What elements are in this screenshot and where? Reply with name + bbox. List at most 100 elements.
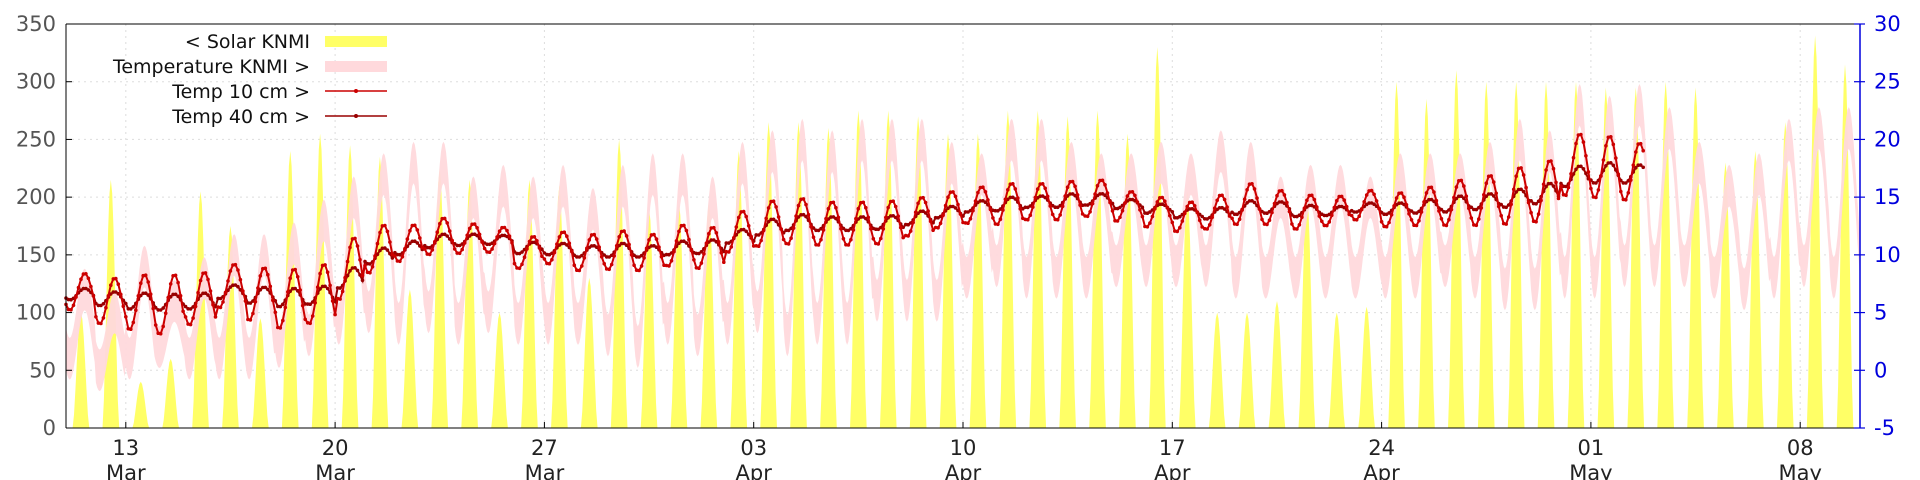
temp-40cm-point: [266, 287, 270, 292]
temp-10cm-point: [938, 221, 943, 226]
temp-10cm-point: [727, 250, 731, 254]
temp-10cm-point: [1252, 187, 1257, 191]
temp-10cm-point: [492, 241, 497, 246]
temp-40cm-point: [1372, 202, 1376, 206]
legend-label-temp-40cm: Temp 40 cm >: [171, 106, 310, 128]
right-tick-label: 30: [1874, 12, 1901, 36]
temp-10cm-point: [1237, 217, 1242, 221]
left-tick-label: 250: [16, 127, 56, 151]
temp-10cm-point: [1255, 196, 1259, 200]
temp-10cm-point: [629, 252, 634, 257]
temp-10cm-point: [89, 284, 93, 289]
x-tick-label-day: 01: [1578, 436, 1605, 460]
temp-10cm-point: [119, 292, 123, 297]
temp-10cm-point: [854, 216, 858, 221]
temp-10cm-point: [1165, 206, 1170, 210]
temp-10cm-point: [779, 227, 783, 231]
temp-10cm-point: [1013, 187, 1018, 191]
temp-10cm-point: [741, 209, 746, 214]
temp-10cm-point: [717, 240, 721, 244]
temp-10cm-point: [966, 221, 970, 225]
right-tick-label: 25: [1874, 70, 1901, 94]
temp-10cm-point: [1619, 189, 1623, 194]
x-tick-label-month: May: [1569, 461, 1612, 480]
temp-10cm-point: [719, 250, 724, 255]
temp-10cm-point: [243, 299, 248, 303]
temp-10cm-point: [771, 199, 776, 203]
temp-10cm-point: [647, 238, 651, 242]
temp-40cm-point: [1148, 210, 1152, 214]
legend-label-temp-10cm: Temp 10 cm >: [171, 81, 310, 103]
temp-40cm-point: [263, 285, 268, 290]
temp-10cm-point: [1509, 202, 1513, 207]
temp-10cm-point: [1469, 216, 1474, 220]
temp-10cm-point: [109, 283, 113, 288]
temp-10cm-point: [714, 231, 719, 235]
temp-10cm-point: [94, 315, 98, 319]
temp-10cm-point: [639, 264, 644, 268]
temp-40cm-point: [744, 229, 748, 234]
temp-10cm-point: [505, 228, 509, 233]
temp-40cm-point: [325, 286, 330, 291]
temp-10cm-point: [288, 276, 293, 281]
temp-10cm-point: [241, 289, 245, 293]
temp-10cm-point: [1579, 132, 1583, 137]
temp-10cm-point: [1045, 194, 1050, 199]
left-tick-label: 0: [43, 416, 56, 440]
temp-10cm-point: [271, 298, 275, 303]
temp-10cm-point: [1459, 178, 1464, 183]
temp-40cm-point: [968, 208, 973, 213]
temp-40cm-point: [86, 288, 91, 292]
temp-10cm-point: [946, 195, 950, 199]
temp-10cm-point: [1556, 196, 1561, 201]
temp-10cm-point: [734, 225, 739, 229]
temp-40cm-point: [368, 262, 372, 266]
temp-10cm-point: [101, 316, 106, 320]
left-tick-label: 300: [16, 70, 56, 94]
temp-10cm-point: [1183, 211, 1187, 216]
temp-10cm-point: [91, 294, 96, 298]
temp-10cm-point: [1150, 214, 1155, 219]
temp-10cm-point: [163, 311, 168, 316]
temp-10cm-point: [1462, 184, 1466, 188]
temp-10cm-point: [1629, 178, 1633, 182]
temp-10cm-point: [1479, 206, 1484, 210]
temp-40cm-point: [1459, 194, 1464, 198]
temp-10cm-point: [971, 208, 975, 213]
temp-40cm-point: [1140, 205, 1145, 209]
temp-10cm-point: [286, 290, 290, 294]
temp-10cm-point: [906, 234, 910, 238]
temp-40cm-point: [363, 259, 367, 264]
temp-40cm-point: [1230, 210, 1234, 215]
temp-40cm-point: [198, 293, 203, 298]
temp-10cm-point: [540, 254, 544, 258]
temp-10cm-point: [1275, 193, 1279, 198]
temp-10cm-point: [368, 270, 372, 275]
temp-10cm-point: [1192, 204, 1197, 208]
temp-10cm-point: [1207, 223, 1212, 227]
temp-10cm-point: [1584, 154, 1588, 158]
x-tick-label-day: 27: [531, 436, 558, 460]
temp-10cm-point: [129, 327, 133, 332]
temp-10cm-point: [1359, 207, 1364, 212]
temp-10cm-point: [1432, 190, 1436, 194]
temp-10cm-line: [65, 133, 1645, 335]
temp-10cm-point: [1374, 199, 1379, 203]
temp-40cm-point: [1609, 161, 1613, 165]
temp-10cm-point: [308, 321, 313, 326]
temp-10cm-point: [617, 235, 621, 239]
temp-40cm-point: [131, 305, 136, 309]
temp-10cm-point: [570, 249, 574, 254]
temp-10cm-point: [702, 252, 706, 256]
temp-40cm-point: [1352, 210, 1356, 214]
temp-40cm-point: [203, 291, 208, 296]
temp-10cm-point: [1312, 197, 1317, 202]
temp-10cm-point: [1604, 144, 1608, 148]
temp-10cm-point: [585, 246, 589, 251]
temp-10cm-point: [1055, 217, 1060, 222]
temp-10cm-point: [338, 297, 342, 301]
temp-10cm-point: [173, 273, 178, 278]
temp-10cm-point: [343, 275, 347, 280]
temp-10cm-point: [532, 235, 537, 239]
temp-10cm-point: [507, 234, 512, 238]
